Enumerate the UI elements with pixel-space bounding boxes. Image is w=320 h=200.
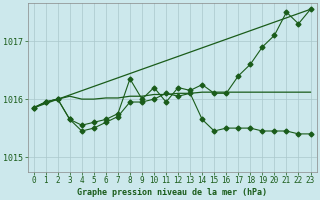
X-axis label: Graphe pression niveau de la mer (hPa): Graphe pression niveau de la mer (hPa) — [77, 188, 267, 197]
